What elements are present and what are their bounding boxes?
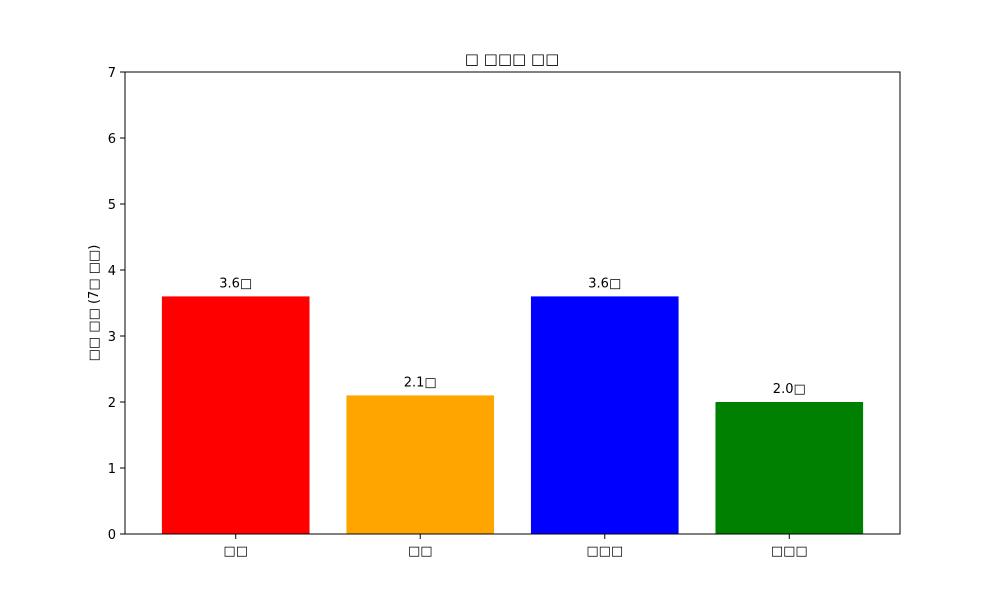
y-tick-label-5: 5 (108, 198, 116, 213)
bar-4 (715, 402, 864, 534)
y-tick-label-1: 1 (108, 462, 116, 477)
y-tick-label-2: 2 (108, 396, 116, 411)
data-label-4: 2.0□ (773, 382, 806, 397)
x-tick-label-1: □□ (223, 544, 248, 559)
y-tick-label-4: 4 (108, 264, 116, 279)
chart-title: □ □□□ □□ (465, 50, 560, 68)
y-tick-label-7: 7 (108, 66, 116, 81)
data-label-1: 3.6□ (219, 276, 252, 291)
data-label-3: 3.6□ (588, 276, 621, 291)
data-label-2: 2.1□ (404, 375, 437, 390)
x-tick-label-3: □□□ (586, 544, 623, 559)
plot-frame (124, 71, 901, 535)
y-axis-label: □□ □□ (7□ □□) (87, 245, 102, 362)
bar-3 (530, 296, 679, 534)
bar-1 (161, 296, 310, 534)
bars-layer: 3.6□ 2.1□ 3.6□ 2.0□ (161, 276, 864, 534)
y-tick-label-6: 6 (108, 132, 116, 147)
x-tick-label-2: □□ (408, 544, 433, 559)
y-tick-label-3: 3 (108, 330, 116, 345)
x-tick-label-4: □□□ (771, 544, 808, 559)
bar-2 (346, 395, 495, 534)
y-tick-label-0: 0 (108, 528, 116, 543)
